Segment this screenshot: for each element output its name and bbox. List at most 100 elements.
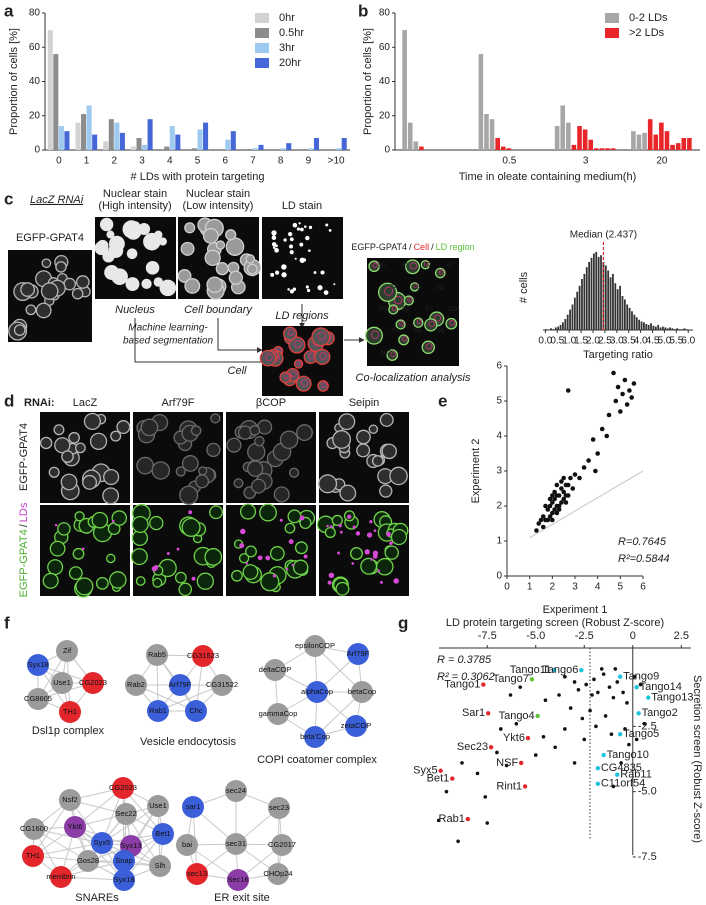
point	[615, 384, 621, 390]
cell	[333, 283, 336, 286]
cell	[328, 228, 332, 232]
ld-region	[321, 382, 327, 388]
histogram-bar	[643, 322, 645, 330]
ld-region	[391, 306, 397, 311]
ld-dot	[372, 550, 379, 556]
labeled-point	[485, 711, 491, 716]
point	[559, 500, 564, 505]
ld-dot	[347, 514, 352, 519]
point	[599, 426, 605, 432]
bar	[554, 126, 560, 150]
node	[125, 674, 147, 696]
labeled-point	[615, 772, 620, 777]
ld-dot	[166, 552, 170, 556]
labeled-point	[617, 731, 623, 737]
cell	[25, 304, 37, 316]
cell	[141, 278, 152, 290]
legend-label: >2 LDs	[629, 27, 665, 39]
node-label: CG1600	[20, 824, 48, 833]
cell	[158, 237, 167, 246]
x-tick-label: 4.5	[646, 336, 660, 347]
point-label: Rab1	[439, 813, 465, 825]
ld-dot	[151, 566, 158, 572]
cell	[82, 474, 98, 490]
cell	[292, 222, 298, 228]
x-tick-label: 3	[583, 156, 589, 167]
cell	[83, 412, 101, 430]
point	[613, 398, 619, 404]
overlay-title-part: LD region	[436, 242, 475, 252]
point	[582, 737, 587, 742]
cell	[365, 326, 384, 345]
bar	[230, 131, 236, 150]
node	[192, 645, 214, 667]
cell	[204, 548, 223, 566]
cell	[215, 262, 229, 276]
ld-dot	[285, 567, 289, 571]
row-label-part: /	[18, 523, 30, 527]
x-tick-label: 2.5	[598, 336, 612, 347]
cell	[275, 270, 280, 275]
point	[607, 685, 612, 689]
histogram-bar	[621, 296, 624, 330]
histogram-bar	[678, 329, 681, 330]
bar	[495, 138, 500, 150]
histogram-bar	[588, 262, 591, 330]
cell	[111, 510, 128, 526]
bar	[631, 131, 636, 150]
bar	[681, 138, 687, 150]
node-label: Zif	[63, 646, 72, 655]
ld-dot	[373, 529, 377, 533]
condition-label: LacZ	[73, 397, 98, 409]
ld-region	[297, 360, 302, 366]
labeled-point	[646, 695, 651, 700]
node-label: Ykt6	[67, 822, 82, 831]
cell	[153, 277, 164, 287]
bar	[58, 126, 64, 150]
cell	[145, 261, 160, 275]
point	[556, 507, 562, 512]
cell	[305, 285, 309, 289]
cell	[288, 467, 300, 478]
cell	[184, 222, 196, 234]
cell	[135, 576, 146, 586]
panel-c-title: LacZ RNAi	[30, 194, 84, 206]
ld-dot	[337, 551, 341, 555]
node	[345, 715, 367, 737]
condition-label: Seipin	[349, 397, 380, 409]
point	[590, 693, 594, 697]
network-title: ER exit site	[214, 892, 270, 904]
ld-dot	[265, 555, 271, 561]
network-title: Vesicle endocytosis	[140, 736, 236, 748]
point	[572, 761, 577, 765]
ld-dot	[389, 541, 393, 545]
y-tick-label: -5.0	[638, 786, 657, 798]
cell	[320, 270, 325, 275]
cell	[308, 225, 313, 230]
cell	[282, 326, 298, 341]
x-tick-label: 0	[56, 156, 62, 167]
ld-region	[370, 330, 380, 339]
cell	[318, 474, 338, 494]
point	[594, 724, 598, 729]
node	[225, 833, 247, 855]
histogram-bar	[602, 262, 605, 330]
cell	[206, 276, 223, 294]
ld-dot	[191, 576, 196, 581]
cell	[260, 572, 280, 592]
node-label: sec31	[226, 839, 246, 848]
node	[50, 866, 72, 888]
ld-dot	[288, 539, 294, 545]
cell	[287, 288, 290, 291]
histogram-bar	[623, 299, 626, 330]
point	[618, 409, 623, 414]
ld-region	[402, 336, 408, 342]
cell	[356, 443, 371, 458]
cell	[390, 528, 408, 546]
x-tick-label: 1.5	[574, 336, 588, 347]
node-label: TH1	[26, 851, 40, 860]
cell	[299, 242, 304, 247]
node	[56, 640, 78, 662]
point	[568, 475, 573, 481]
point-label: Tango6	[542, 664, 578, 676]
